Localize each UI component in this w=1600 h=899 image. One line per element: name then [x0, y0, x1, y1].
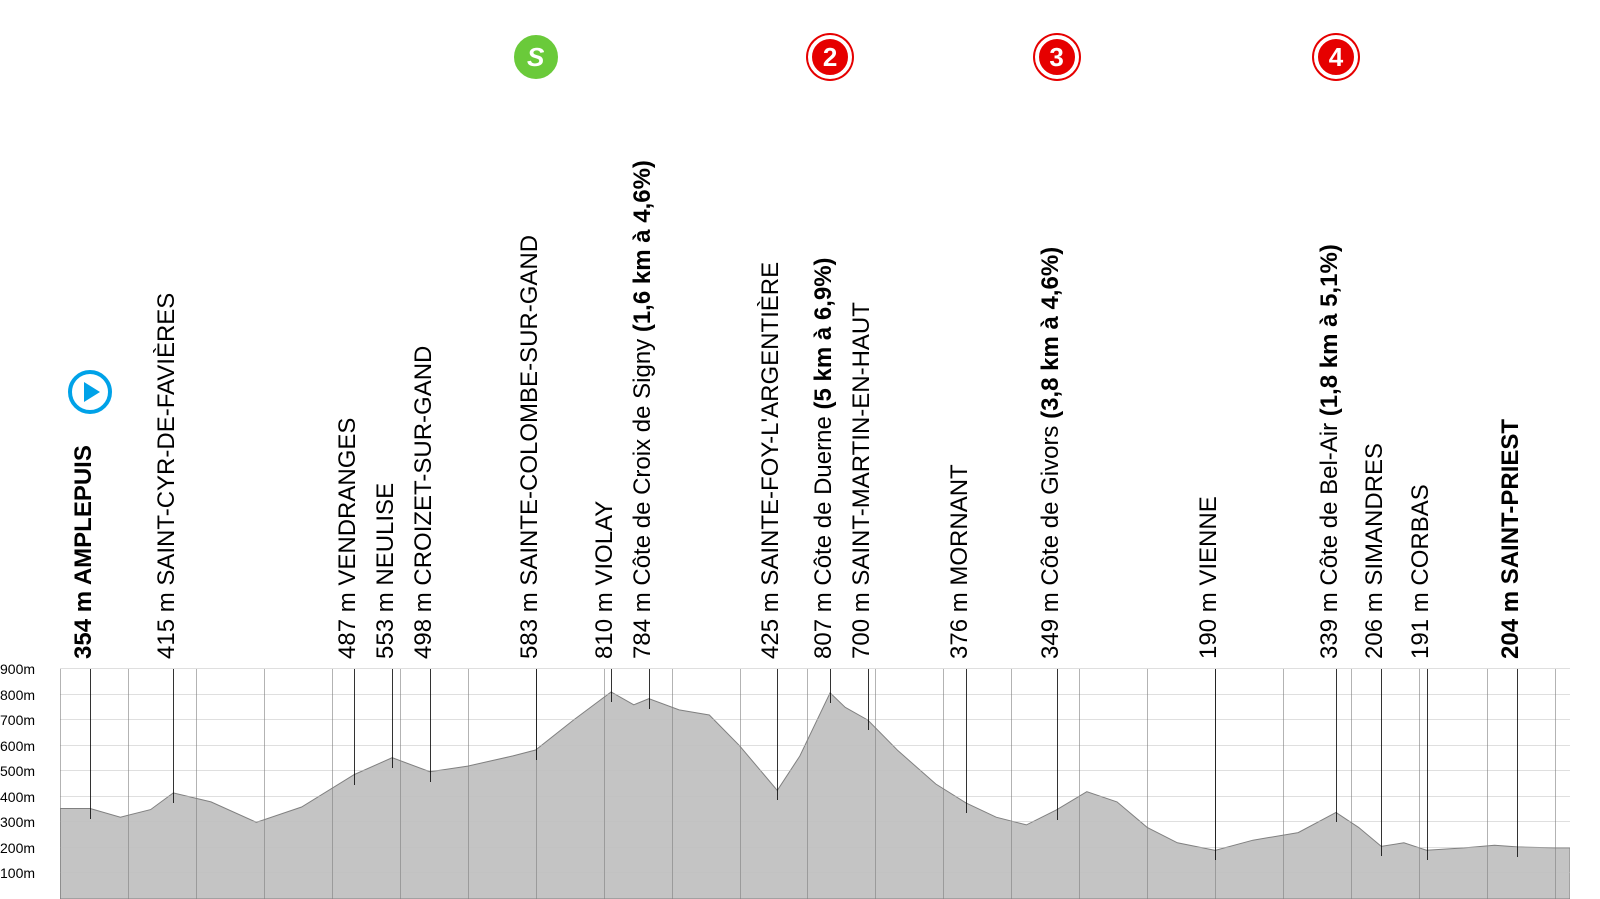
location-label: 349 m Côte de Givors (3,8 km à 4,6%): [1037, 247, 1065, 659]
location-label: 425 m SAINTE-FOY-L'ARGENTIÈRE: [757, 262, 785, 659]
grid-line-v: [128, 669, 129, 899]
start-badge-icon: [68, 370, 112, 414]
grid-line-h: [60, 796, 1570, 797]
grid-line-h: [60, 821, 1570, 822]
climb-badge-icon: 2: [808, 35, 852, 79]
location-leader-line: [868, 669, 869, 730]
grid-line-h: [60, 872, 1570, 873]
profile-curve: [60, 669, 1570, 899]
profile-area: 100m200m300m400m500m600m700m800m900m: [0, 669, 1600, 899]
location-leader-line: [830, 669, 831, 703]
grid-line-v: [468, 669, 469, 899]
grid-line-v: [875, 669, 876, 899]
location-label: 376 m MORNANT: [946, 464, 974, 659]
y-tick-label: 300m: [0, 814, 35, 830]
grid-line-v: [196, 669, 197, 899]
location-leader-line: [1215, 669, 1216, 860]
y-tick-label: 700m: [0, 712, 35, 728]
location-leader-line: [173, 669, 174, 803]
y-tick-label: 800m: [0, 687, 35, 703]
y-tick-label: 500m: [0, 763, 35, 779]
grid-line-v: [1079, 669, 1080, 899]
location-leader-line: [392, 669, 393, 768]
location-label: 700 m SAINT-MARTIN-EN-HAUT: [848, 302, 876, 659]
location-leader-line: [1517, 669, 1518, 857]
climb-badge-icon: 3: [1035, 35, 1079, 79]
grid-line-v: [400, 669, 401, 899]
y-tick-label: 900m: [0, 661, 35, 677]
location-leader-line: [536, 669, 537, 760]
grid-line-h: [60, 694, 1570, 695]
location-label: 339 m Côte de Bel-Air (1,8 km à 5,1%): [1316, 244, 1344, 659]
location-leader-line: [1427, 669, 1428, 860]
location-leader-line: [1057, 669, 1058, 820]
y-tick-label: 400m: [0, 789, 35, 805]
grid-line-v: [672, 669, 673, 899]
grid-line-v: [60, 669, 61, 899]
grid-line-v: [1011, 669, 1012, 899]
location-label: 784 m Côte de Croix de Signy (1,6 km à 4…: [629, 160, 657, 659]
location-label: 583 m SAINTE-COLOMBE-SUR-GAND: [516, 235, 544, 659]
location-label: 487 m VENDRANGES: [334, 418, 362, 659]
location-label: 807 m Côte de Duerne (5 km à 6,9%): [810, 257, 838, 659]
grid-line-h: [60, 745, 1570, 746]
grid-line-v: [264, 669, 265, 899]
grid-line-v: [740, 669, 741, 899]
grid-line-v: [1555, 669, 1556, 899]
y-tick-label: 600m: [0, 738, 35, 754]
grid-line-v: [1147, 669, 1148, 899]
location-label: 553 m NEULISE: [372, 483, 400, 659]
grid-line-v: [604, 669, 605, 899]
grid-line-h: [60, 668, 1570, 669]
location-label: 498 m CROIZET-SUR-GAND: [410, 346, 438, 659]
location-leader-line: [1381, 669, 1382, 856]
grid-line-h: [60, 770, 1570, 771]
grid-line-v: [1351, 669, 1352, 899]
grid-line-v: [332, 669, 333, 899]
grid-line-h: [60, 719, 1570, 720]
location-leader-line: [430, 669, 431, 782]
location-label: 191 m CORBAS: [1407, 484, 1435, 659]
location-label: 415 m SAINT-CYR-DE-FAVIÈRES: [153, 293, 181, 659]
location-leader-line: [90, 669, 91, 819]
grid-line-v: [1283, 669, 1284, 899]
y-axis: 100m200m300m400m500m600m700m800m900m: [0, 669, 60, 899]
location-leader-line: [611, 669, 612, 702]
grid-line-h: [60, 847, 1570, 848]
grid-line-v: [1419, 669, 1420, 899]
location-leader-line: [777, 669, 778, 800]
grid-line-v: [807, 669, 808, 899]
location-leader-line: [354, 669, 355, 785]
location-label: 206 m SIMANDRES: [1361, 443, 1389, 659]
location-leader-line: [966, 669, 967, 813]
location-label: 354 m AMPLEPUIS: [70, 445, 98, 659]
climb-badge-icon: 4: [1314, 35, 1358, 79]
sprint-badge-icon: S: [514, 35, 558, 79]
location-label: 810 m VIOLAY: [591, 501, 619, 659]
location-leader-line: [1336, 669, 1337, 822]
location-label: 190 m VIENNE: [1195, 496, 1223, 659]
location-leader-line: [649, 669, 650, 709]
elevation-chart: 100m 200m 300m 400m 500m 600m 700m 800m 900m 354…: [0, 0, 1600, 899]
grid-line-v: [943, 669, 944, 899]
grid-line-v: [1487, 669, 1488, 899]
y-tick-label: 200m: [0, 840, 35, 856]
y-tick-label: 100m: [0, 865, 35, 881]
location-label: 204 m SAINT-PRIEST: [1497, 419, 1525, 659]
